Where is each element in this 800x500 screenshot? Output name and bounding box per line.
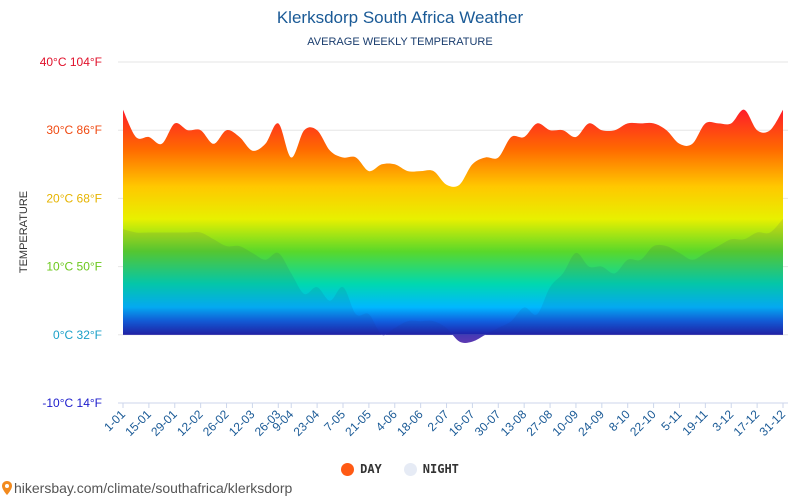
legend-day-marker bbox=[341, 462, 355, 476]
source-link[interactable]: hikersbay.com/climate/southafrica/klerks… bbox=[2, 480, 292, 496]
x-tick-label: 24-09 bbox=[575, 407, 607, 439]
x-tick-label: 18-06 bbox=[394, 407, 426, 439]
x-tick-label: 29-01 bbox=[148, 407, 180, 439]
y-tick-label: -10°C 14°F bbox=[42, 396, 102, 410]
night-series-area bbox=[123, 218, 783, 343]
x-tick-label: 21-05 bbox=[342, 407, 374, 439]
x-tick-label: 16-07 bbox=[446, 407, 478, 439]
x-tick-label: 15-01 bbox=[122, 407, 154, 439]
x-tick-label: 30-07 bbox=[472, 407, 504, 439]
chart-subtitle: AVERAGE WEEKLY TEMPERATURE bbox=[307, 36, 493, 48]
legend-day[interactable]: DAY bbox=[341, 462, 382, 476]
legend-night[interactable]: NIGHT bbox=[403, 462, 459, 476]
chart-title: Klerksdorp South Africa Weather bbox=[276, 8, 524, 27]
day-series-area bbox=[123, 109, 783, 335]
x-tick-label: 12-02 bbox=[174, 407, 206, 439]
y-tick-label: 20°C 68°F bbox=[46, 191, 102, 205]
y-tick-label: 30°C 86°F bbox=[46, 123, 102, 137]
y-tick-label: 0°C 32°F bbox=[53, 328, 102, 342]
legend-night-label: NIGHT bbox=[422, 462, 459, 476]
x-tick-label: 10-09 bbox=[549, 407, 581, 439]
location-pin-icon bbox=[2, 481, 12, 495]
x-tick-label: 17-12 bbox=[731, 407, 763, 439]
source-url: hikersbay.com/climate/southafrica/klerks… bbox=[14, 480, 293, 496]
x-tick-label: 13-08 bbox=[498, 407, 530, 439]
x-tick-label: 27-08 bbox=[524, 407, 556, 439]
x-tick-label: 23-04 bbox=[291, 407, 323, 439]
y-tick-label: 10°C 50°F bbox=[46, 260, 102, 274]
x-tick-label: 12-03 bbox=[226, 407, 258, 439]
x-tick-label: 22-10 bbox=[627, 407, 659, 439]
x-tick-label: 31-12 bbox=[757, 407, 789, 439]
x-tick-label: 26-02 bbox=[200, 407, 232, 439]
y-tick-label: 40°C 104°F bbox=[40, 55, 102, 69]
legend-day-label: DAY bbox=[360, 462, 382, 476]
x-tick-label: 19-11 bbox=[679, 407, 710, 438]
legend-night-marker bbox=[403, 462, 417, 476]
legend: DAY NIGHT bbox=[0, 462, 800, 476]
